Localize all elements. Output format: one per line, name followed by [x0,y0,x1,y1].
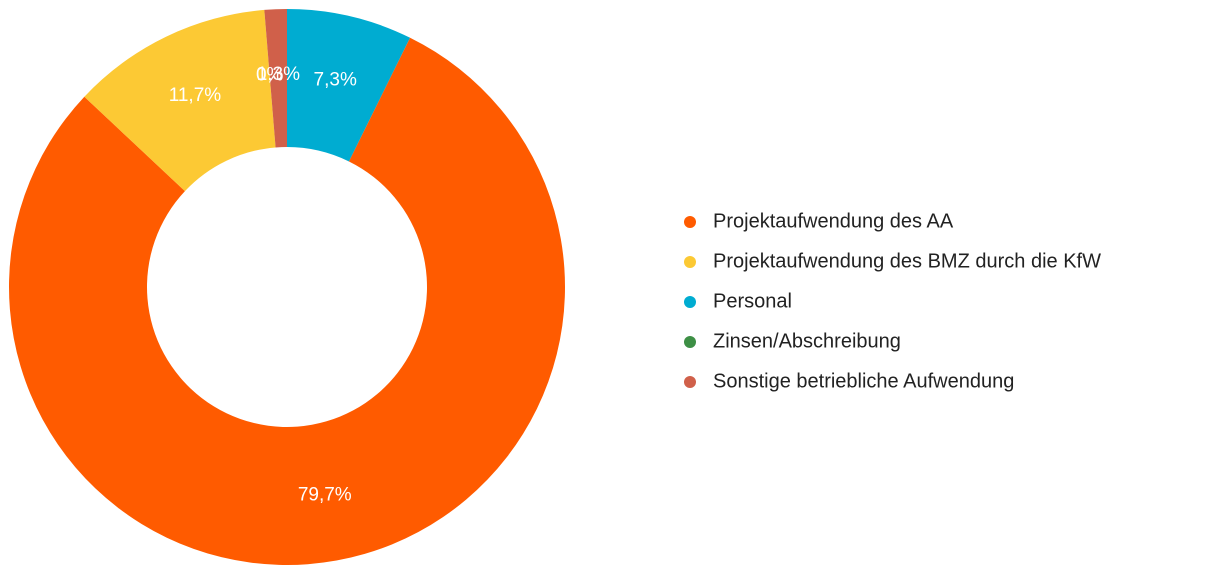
slice-label: 7,3% [314,70,357,91]
legend-label: Projektaufwendung des BMZ durch die KfW [713,250,1101,272]
slice-label: 79,7% [298,485,352,506]
slice-label: 0% [256,65,284,86]
slice-label: 1,3% [257,64,300,85]
legend-marker [684,216,696,228]
legend-marker [684,296,696,308]
legend-marker [684,336,696,348]
legend-label: Sonstige betriebliche Aufwendung [713,370,1014,392]
legend-marker [684,376,696,388]
legend-marker [684,256,696,268]
slice [287,9,411,162]
slice [264,9,287,148]
slice-label: 11,7% [169,85,222,106]
legend-label: Zinsen/Abschreibung [713,330,901,352]
legend-label: Personal [713,290,792,312]
legend-label: Projektaufwendung des AA [713,210,954,232]
slice [84,9,276,192]
slice [9,37,565,565]
